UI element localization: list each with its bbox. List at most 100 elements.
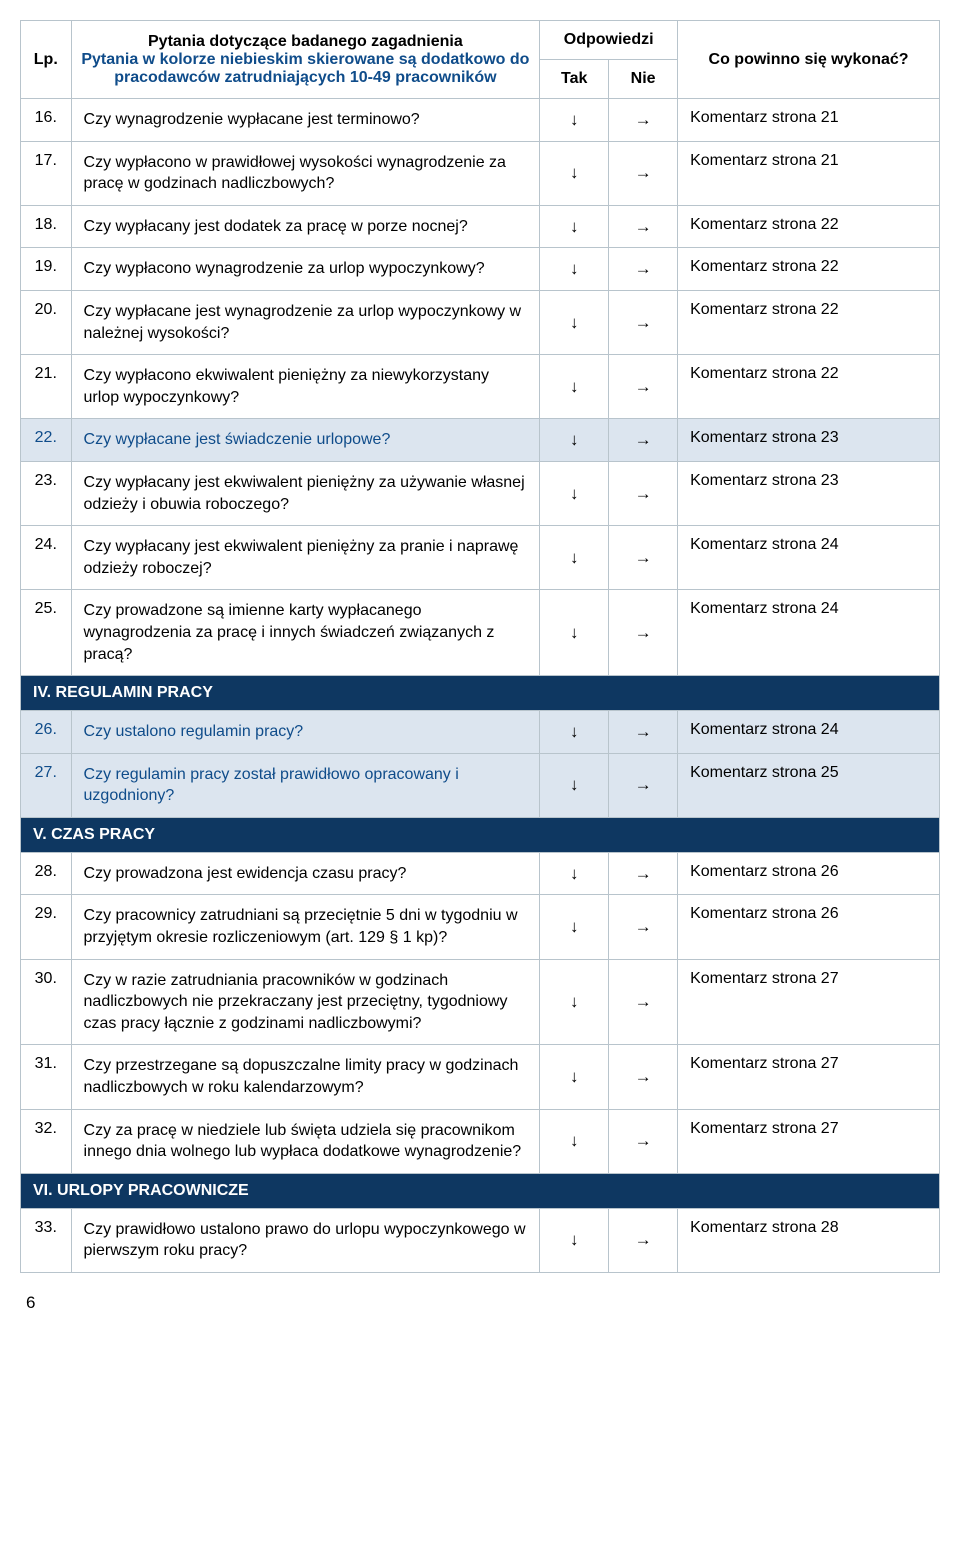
section-header-row: V. CZAS PRACY (21, 817, 940, 852)
section-title: VI. URLOPY PRACOWNICZE (21, 1173, 940, 1208)
header-action: Co powinno się wykonać? (678, 21, 940, 99)
right-arrow-icon: → (609, 355, 678, 419)
down-arrow-icon: ↓ (540, 355, 609, 419)
header-question-line1: Pytania dotyczące badanego zagadnienia (148, 33, 463, 50)
down-arrow-icon: ↓ (540, 895, 609, 959)
down-arrow-icon: ↓ (540, 205, 609, 248)
row-question: Czy wynagrodzenie wypłacane jest termino… (71, 99, 540, 142)
right-arrow-icon: → (609, 959, 678, 1045)
row-comment: Komentarz strona 22 (678, 290, 940, 354)
row-lp: 23. (21, 461, 72, 525)
row-question: Czy prowadzona jest ewidencja czasu prac… (71, 852, 540, 895)
row-comment: Komentarz strona 22 (678, 355, 940, 419)
row-question: Czy przestrzegane są dopuszczalne limity… (71, 1045, 540, 1109)
right-arrow-icon: → (609, 99, 678, 142)
row-comment: Komentarz strona 22 (678, 205, 940, 248)
table-row: 28.Czy prowadzona jest ewidencja czasu p… (21, 852, 940, 895)
row-comment: Komentarz strona 26 (678, 895, 940, 959)
row-question: Czy regulamin pracy został prawidłowo op… (71, 753, 540, 817)
table-row: 27.Czy regulamin pracy został prawidłowo… (21, 753, 940, 817)
header-question-line2: Pytania w kolorze niebieskim skierowane … (81, 51, 529, 86)
row-comment: Komentarz strona 23 (678, 419, 940, 462)
down-arrow-icon: ↓ (540, 1208, 609, 1272)
row-lp: 31. (21, 1045, 72, 1109)
table-row: 33.Czy prawidłowo ustalono prawo do urlo… (21, 1208, 940, 1272)
right-arrow-icon: → (609, 852, 678, 895)
header-lp: Lp. (21, 21, 72, 99)
row-comment: Komentarz strona 28 (678, 1208, 940, 1272)
row-question: Czy ustalono regulamin pracy? (71, 711, 540, 754)
row-lp: 25. (21, 590, 72, 676)
table-row: 25.Czy prowadzone są imienne karty wypła… (21, 590, 940, 676)
right-arrow-icon: → (609, 711, 678, 754)
row-question: Czy wypłacono wynagrodzenie za urlop wyp… (71, 248, 540, 291)
header-odpowiedzi: Odpowiedzi (540, 21, 678, 60)
row-question: Czy w razie zatrudniania pracowników w g… (71, 959, 540, 1045)
right-arrow-icon: → (609, 526, 678, 590)
table-row: 29.Czy pracownicy zatrudniani są przecię… (21, 895, 940, 959)
right-arrow-icon: → (609, 590, 678, 676)
row-question: Czy pracownicy zatrudniani są przeciętni… (71, 895, 540, 959)
row-comment: Komentarz strona 24 (678, 526, 940, 590)
down-arrow-icon: ↓ (540, 852, 609, 895)
section-header-row: VI. URLOPY PRACOWNICZE (21, 1173, 940, 1208)
header-tak: Tak (540, 60, 609, 99)
right-arrow-icon: → (609, 753, 678, 817)
table-row: 32.Czy za pracę w niedziele lub święta u… (21, 1109, 940, 1173)
table-row: 24.Czy wypłacany jest ekwiwalent pienięż… (21, 526, 940, 590)
section-title: V. CZAS PRACY (21, 817, 940, 852)
right-arrow-icon: → (609, 419, 678, 462)
row-question: Czy wypłacany jest dodatek za pracę w po… (71, 205, 540, 248)
row-lp: 27. (21, 753, 72, 817)
row-comment: Komentarz strona 25 (678, 753, 940, 817)
row-lp: 30. (21, 959, 72, 1045)
row-question: Czy prowadzone są imienne karty wypłacan… (71, 590, 540, 676)
row-question: Czy wypłacono ekwiwalent pieniężny za ni… (71, 355, 540, 419)
right-arrow-icon: → (609, 248, 678, 291)
row-question: Czy wypłacane jest wynagrodzenie za urlo… (71, 290, 540, 354)
down-arrow-icon: ↓ (540, 141, 609, 205)
row-lp: 26. (21, 711, 72, 754)
down-arrow-icon: ↓ (540, 419, 609, 462)
down-arrow-icon: ↓ (540, 99, 609, 142)
row-comment: Komentarz strona 22 (678, 248, 940, 291)
right-arrow-icon: → (609, 461, 678, 525)
row-lp: 16. (21, 99, 72, 142)
row-lp: 21. (21, 355, 72, 419)
table-header: Lp. Pytania dotyczące badanego zagadnien… (21, 21, 940, 99)
row-lp: 18. (21, 205, 72, 248)
right-arrow-icon: → (609, 205, 678, 248)
table-row: 19.Czy wypłacono wynagrodzenie za urlop … (21, 248, 940, 291)
right-arrow-icon: → (609, 1109, 678, 1173)
table-row: 23.Czy wypłacany jest ekwiwalent pienięż… (21, 461, 940, 525)
table-row: 18.Czy wypłacany jest dodatek za pracę w… (21, 205, 940, 248)
row-comment: Komentarz strona 27 (678, 1045, 940, 1109)
table-row: 17.Czy wypłacono w prawidłowej wysokości… (21, 141, 940, 205)
row-question: Czy wypłacany jest ekwiwalent pieniężny … (71, 461, 540, 525)
table-row: 22.Czy wypłacane jest świadczenie urlopo… (21, 419, 940, 462)
right-arrow-icon: → (609, 895, 678, 959)
row-comment: Komentarz strona 21 (678, 99, 940, 142)
table-row: 31.Czy przestrzegane są dopuszczalne lim… (21, 1045, 940, 1109)
right-arrow-icon: → (609, 141, 678, 205)
down-arrow-icon: ↓ (540, 711, 609, 754)
down-arrow-icon: ↓ (540, 290, 609, 354)
table-row: 26.Czy ustalono regulamin pracy?↓→Koment… (21, 711, 940, 754)
section-header-row: IV. REGULAMIN PRACY (21, 676, 940, 711)
row-question: Czy wypłacany jest ekwiwalent pieniężny … (71, 526, 540, 590)
row-comment: Komentarz strona 23 (678, 461, 940, 525)
page-number: 6 (20, 1293, 940, 1313)
row-lp: 20. (21, 290, 72, 354)
row-lp: 19. (21, 248, 72, 291)
right-arrow-icon: → (609, 1208, 678, 1272)
section-title: IV. REGULAMIN PRACY (21, 676, 940, 711)
row-comment: Komentarz strona 24 (678, 590, 940, 676)
row-question: Czy wypłacane jest świadczenie urlopowe? (71, 419, 540, 462)
row-lp: 32. (21, 1109, 72, 1173)
header-nie: Nie (609, 60, 678, 99)
table-row: 20.Czy wypłacane jest wynagrodzenie za u… (21, 290, 940, 354)
row-comment: Komentarz strona 21 (678, 141, 940, 205)
row-lp: 33. (21, 1208, 72, 1272)
row-lp: 17. (21, 141, 72, 205)
table-row: 16.Czy wynagrodzenie wypłacane jest term… (21, 99, 940, 142)
